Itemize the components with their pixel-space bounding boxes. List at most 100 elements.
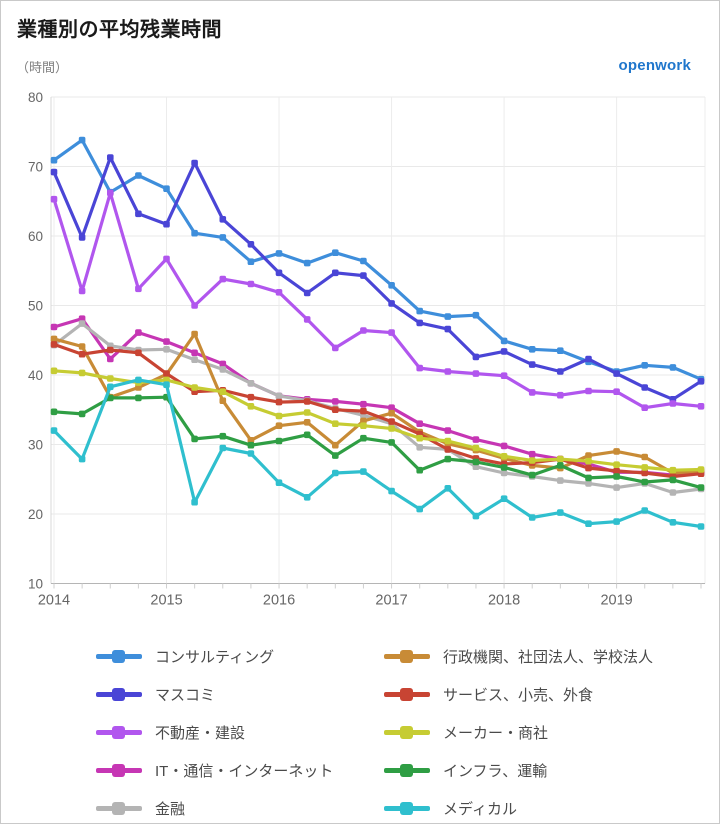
series-marker: [78, 136, 86, 144]
series-marker: [360, 327, 367, 334]
series-marker: [697, 466, 705, 473]
series-marker: [275, 479, 283, 486]
series-marker: [50, 335, 58, 343]
series-marker: [500, 469, 508, 477]
series-marker: [78, 320, 86, 327]
series-marker: [135, 285, 142, 293]
series-marker: [50, 408, 58, 416]
series-marker: [135, 210, 142, 218]
series-marker: [303, 316, 311, 323]
series-marker: [585, 387, 592, 395]
legend-label: メディカル: [443, 800, 517, 818]
series-marker: [557, 368, 564, 375]
series-marker: [444, 325, 452, 333]
series-marker: [50, 195, 58, 203]
series-marker: [332, 406, 339, 413]
series-marker: [528, 471, 536, 479]
series-marker: [332, 398, 339, 405]
legend-line-marker-icon: [96, 801, 142, 815]
series-marker: [275, 437, 283, 445]
legend-line-marker-icon: [384, 687, 430, 701]
series-marker: [557, 462, 564, 469]
series-marker: [247, 450, 255, 457]
series-marker: [416, 364, 423, 372]
series-marker: [275, 250, 283, 257]
legend-label: メーカー・商社: [443, 724, 549, 742]
legend-item-1: マスコミ: [96, 684, 384, 705]
series-marker: [303, 419, 311, 426]
legend-label: 不動産・建設: [155, 724, 246, 742]
legend-line-marker-icon: [96, 649, 142, 663]
series-marker: [191, 330, 198, 338]
series-marker: [332, 249, 339, 256]
x-tick-label: 2015: [150, 593, 182, 609]
legend-label: サービス、小売、外食: [443, 686, 594, 704]
series-marker: [303, 494, 311, 501]
y-tick-label: 20: [28, 507, 43, 522]
series-marker: [78, 287, 86, 295]
series-marker: [613, 518, 620, 525]
series-marker: [360, 257, 367, 265]
series-marker: [500, 495, 508, 502]
y-tick-label: 70: [28, 160, 43, 175]
legend-line-marker-icon: [96, 725, 142, 739]
series-marker: [247, 393, 255, 401]
y-tick-label: 30: [28, 438, 43, 453]
series-marker: [416, 319, 423, 327]
series-marker: [585, 480, 592, 487]
legend-item-7: メーカー・商社: [384, 722, 656, 743]
legend-label: インフラ、運輸: [443, 762, 548, 780]
legend-item-5: 行政機関、社団法人、学校法人: [384, 646, 656, 667]
legend-label: コンサルティング: [155, 648, 275, 666]
y-tick-label: 40: [28, 368, 43, 383]
series-marker: [444, 485, 452, 492]
series-marker: [641, 464, 648, 471]
series-marker: [697, 378, 705, 385]
series-marker: [191, 349, 198, 357]
series-marker: [613, 448, 620, 455]
series-marker: [135, 172, 142, 179]
series-marker: [78, 350, 86, 358]
series-marker: [444, 455, 452, 463]
series-marker: [416, 434, 423, 442]
series-line-4: [52, 322, 703, 495]
series-marker: [78, 234, 86, 241]
series-marker: [303, 398, 311, 405]
legend-item-6: サービス、小売、外食: [384, 684, 656, 705]
series-marker: [669, 476, 677, 484]
series-line-9: [52, 378, 703, 529]
series-marker: [585, 474, 592, 482]
series-line-3: [52, 317, 703, 477]
series-marker: [557, 509, 564, 516]
series-marker: [585, 452, 592, 459]
legend-line-marker-icon: [384, 763, 430, 777]
series-marker: [641, 404, 648, 411]
series-marker: [641, 384, 648, 391]
series-marker: [247, 441, 255, 449]
series-marker: [528, 389, 536, 396]
chart-legend: コンサルティング 行政機関、社団法人、学校法人 マスコミ サービス、小売、外食不動産・…: [96, 637, 656, 823]
legend-line-marker-icon: [96, 687, 142, 701]
y-tick-label: 50: [28, 299, 43, 314]
series-marker: [613, 388, 620, 395]
series-marker: [444, 446, 452, 453]
series-marker: [191, 498, 198, 506]
series-marker: [78, 369, 86, 377]
series-marker: [669, 466, 677, 474]
series-marker: [107, 346, 114, 354]
series-marker: [641, 453, 648, 461]
series-marker: [191, 435, 198, 443]
series-marker: [528, 457, 536, 464]
series-marker: [388, 409, 395, 417]
series-marker: [557, 347, 564, 354]
page-title: 業種別の平均残業時間: [17, 19, 222, 41]
series-marker: [163, 346, 170, 353]
legend-item-0: コンサルティング: [96, 646, 384, 667]
x-tick-label: 2016: [263, 593, 295, 609]
x-tick-label: 2019: [600, 593, 632, 609]
series-marker: [247, 258, 255, 265]
series-marker: [107, 383, 114, 391]
series-marker: [388, 487, 395, 495]
series-marker: [275, 422, 283, 429]
